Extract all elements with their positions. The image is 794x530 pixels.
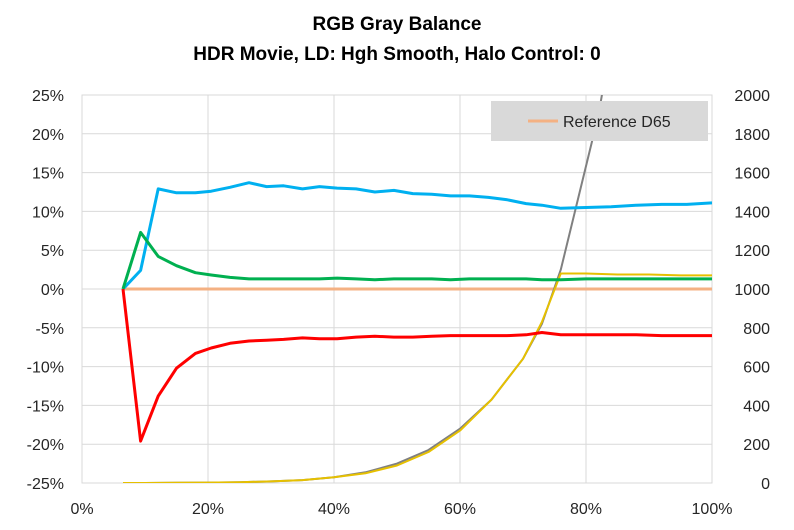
y-left-tick-label: 0%: [41, 282, 64, 299]
series-line-red: [121, 288, 712, 443]
y-left-tick-label: 10%: [32, 204, 64, 221]
chart-title: RGB Gray Balance: [312, 14, 482, 35]
y-right-tick-label: 200: [743, 437, 770, 454]
y-left-tick-label: 25%: [32, 88, 64, 105]
series-line-blue: [121, 181, 712, 291]
y-right-tick-label: 1800: [734, 127, 770, 144]
y-left-tick-label: -10%: [27, 360, 64, 377]
y-right-tick-label: 1400: [734, 204, 770, 221]
y-left-tick-label: -5%: [36, 321, 64, 338]
y-left-tick-label: -25%: [27, 476, 64, 493]
series-line-green: [121, 230, 712, 290]
chart-subtitle: HDR Movie, LD: Hgh Smooth, Halo Control:…: [193, 44, 601, 65]
x-tick-label: 100%: [692, 501, 733, 518]
y-left-tick-label: 5%: [41, 243, 64, 260]
y-right-tick-label: 1000: [734, 282, 770, 299]
y-left-tick-label: -15%: [27, 398, 64, 415]
x-tick-label: 80%: [570, 501, 602, 518]
y-left-tick-label: 15%: [32, 166, 64, 183]
y-right-tick-label: 600: [743, 360, 770, 377]
y-right-tick-label: 1200: [734, 243, 770, 260]
y-left-tick-label: 20%: [32, 127, 64, 144]
x-tick-label: 60%: [444, 501, 476, 518]
legend-box: [491, 101, 708, 141]
x-tick-label: 40%: [318, 501, 350, 518]
y-left-tick-label: -20%: [27, 437, 64, 454]
legend: Reference D65: [491, 101, 708, 141]
y-right-tick-label: 800: [743, 321, 770, 338]
y-right-tick-label: 2000: [734, 88, 770, 105]
x-tick-label: 0%: [70, 501, 93, 518]
x-tick-label: 20%: [192, 501, 224, 518]
legend-label-reference-d65: Reference D65: [563, 114, 671, 131]
series-line-yellow-eotf: [123, 272, 712, 483]
y-right-tick-label: 400: [743, 398, 770, 415]
y-right-tick-label: 0: [761, 476, 770, 493]
y-right-tick-label: 1600: [734, 166, 770, 183]
